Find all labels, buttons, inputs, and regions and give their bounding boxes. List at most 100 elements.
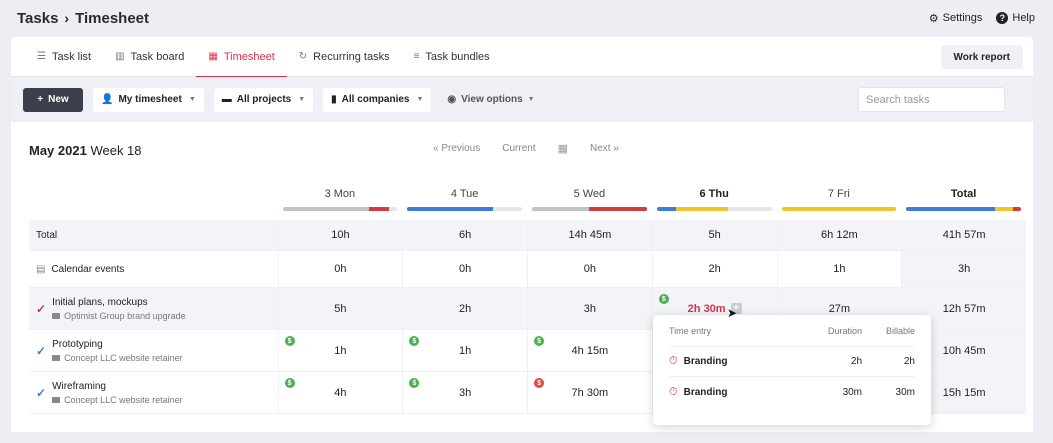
- all-projects-dropdown[interactable]: ▬ All projects ▼: [213, 87, 314, 112]
- column-label: 4 Tue: [450, 188, 479, 200]
- hours-value[interactable]: 2h 30m: [687, 302, 726, 315]
- hours-cell[interactable]: 27m: [776, 288, 902, 329]
- hours-cell[interactable]: 5h: [277, 288, 403, 329]
- hours-value: 1h: [459, 344, 472, 357]
- time-entry-duration: 2h: [850, 356, 863, 367]
- status-dot-icon: $: [534, 378, 545, 388]
- briefcase-icon: [52, 396, 61, 403]
- hours-cell[interactable]: $3h: [402, 372, 527, 413]
- time-entry-duration: 30m: [842, 386, 863, 398]
- hours-cell[interactable]: $4h 15m: [527, 330, 652, 371]
- header-row: 3 Mon 4 Tue 5 Wed 6 Thu 7 Fri Total: [29, 185, 1026, 220]
- task-title[interactable]: Prototyping: [52, 338, 103, 350]
- task-project: Concept LLC website retainer: [52, 395, 183, 405]
- week-title: May 2021 Week 18: [29, 143, 142, 158]
- hours-value: 4h: [334, 386, 347, 399]
- hours-cell[interactable]: [651, 372, 777, 413]
- tab-timesheet[interactable]: ▦ Timesheet: [196, 37, 288, 78]
- timesheet-panel: May 2021 Week 18 « Previous Current ▦ Ne…: [11, 122, 1033, 432]
- column-header: 6 Thu: [652, 185, 777, 220]
- column-label: 5 Wed: [573, 188, 606, 200]
- chevron-down-icon: ▼: [298, 96, 306, 103]
- building-icon: ▮: [331, 94, 337, 105]
- hours-cell[interactable]: $1h: [402, 330, 527, 371]
- new-button[interactable]: + New: [23, 87, 83, 112]
- next-week-button[interactable]: Next »: [590, 143, 619, 154]
- project-label[interactable]: Concept LLC website retainer: [64, 352, 183, 363]
- task-name-cell: ✓ Initial plans, mockups Optimist Group …: [29, 288, 278, 329]
- mouse-cursor-icon: ➤: [727, 306, 738, 320]
- time-entry-row[interactable]: ⏱ Branding 2h 2h: [669, 347, 915, 377]
- task-project: Optimist Group brand upgrade: [52, 311, 186, 321]
- breadcrumb-root[interactable]: Tasks: [17, 9, 59, 27]
- row-label: ▤ Calendar events: [29, 251, 278, 287]
- day-progress-bar: [532, 207, 647, 211]
- total-cell: 5h: [651, 220, 777, 250]
- view-options-dropdown[interactable]: ◉ View options ▼: [441, 88, 540, 112]
- project-label[interactable]: Concept LLC website retainer: [64, 394, 183, 405]
- status-dot-icon: $: [534, 336, 545, 346]
- column-label: 6 Thu: [699, 188, 729, 200]
- stopwatch-icon: ⏱: [669, 355, 678, 367]
- hours-cell-active[interactable]: $ 2h 30m +: [651, 288, 777, 329]
- tabs-bar: ☰ Task list ▥ Task board ▦ Timesheet ↻ R…: [11, 37, 1033, 78]
- add-time-icon[interactable]: +: [730, 303, 742, 314]
- task-name-cell: ✓ Wireframing Concept LLC website retain…: [29, 372, 278, 413]
- tab-task-list[interactable]: ☰ Task list: [25, 37, 103, 77]
- column-label: Total: [950, 188, 977, 200]
- time-entry-row[interactable]: ⏱ Branding 30m 30m: [669, 377, 915, 407]
- view-options-label: View options: [461, 94, 523, 105]
- toolbar: + New 👤 My timesheet ▼ ▬ All projects ▼ …: [11, 77, 1033, 122]
- total-progress-bar: [906, 207, 1021, 211]
- stopwatch-icon: ⏱: [669, 385, 678, 398]
- hours-cell[interactable]: 0h: [277, 251, 403, 287]
- tab-label: Timesheet: [223, 50, 275, 63]
- previous-week-button[interactable]: « Previous: [433, 143, 481, 154]
- column-header: 3 Mon: [278, 185, 403, 220]
- work-report-button[interactable]: Work report: [940, 45, 1023, 69]
- settings-link[interactable]: ⚙ Settings: [929, 12, 983, 25]
- hours-cell[interactable]: 2h: [651, 251, 777, 287]
- hours-cell[interactable]: 2h: [402, 288, 527, 329]
- tab-recurring-tasks[interactable]: ↻ Recurring tasks: [287, 37, 402, 77]
- task-title[interactable]: Initial plans, mockups: [52, 296, 148, 308]
- time-entry-billable: 2h: [903, 356, 915, 367]
- settings-label: Settings: [942, 12, 983, 24]
- task-row-wireframing: ✓ Wireframing Concept LLC website retain…: [29, 372, 1027, 414]
- week-navigation: « Previous Current ▦ Next »: [433, 142, 619, 155]
- tab-task-bundles[interactable]: ≡ Task bundles: [402, 37, 502, 77]
- time-entry-popover: Time entry Duration Billable ⏱ Branding 2…: [653, 315, 931, 425]
- popover-column-header: Duration: [827, 325, 863, 336]
- day-progress-bar: [407, 207, 522, 211]
- hours-value: 4h 15m: [571, 344, 609, 357]
- hours-cell[interactable]: $4h: [277, 372, 403, 413]
- task-title[interactable]: Wireframing: [52, 380, 106, 392]
- my-timesheet-label: My timesheet: [118, 94, 182, 105]
- hours-cell[interactable]: $1h: [277, 330, 403, 371]
- popover-column-header: Time entry: [669, 325, 712, 336]
- hours-cell[interactable]: [651, 330, 777, 371]
- check-icon: ✓: [36, 343, 47, 358]
- hours-cell[interactable]: 1h: [776, 251, 902, 287]
- calendar-icon[interactable]: ▦: [557, 143, 569, 155]
- breadcrumb: Tasks › Timesheet: [17, 10, 149, 27]
- top-bar: Tasks › Timesheet ⚙ Settings ? Help: [0, 0, 1053, 36]
- hours-cell[interactable]: 3h: [527, 288, 652, 329]
- help-link[interactable]: ? Help: [996, 12, 1035, 24]
- status-dot-icon: $: [658, 294, 669, 304]
- tab-task-board[interactable]: ▥ Task board: [103, 37, 196, 77]
- all-companies-dropdown[interactable]: ▮ All companies ▼: [323, 87, 432, 112]
- hours-cell[interactable]: $7h 30m: [527, 372, 652, 413]
- total-row: Total 10h 6h 14h 45m 5h 6h 12m 41h 57m: [29, 220, 1027, 251]
- briefcase-icon: ▬: [221, 94, 232, 105]
- hours-cell[interactable]: 0h: [527, 251, 652, 287]
- my-timesheet-dropdown[interactable]: 👤 My timesheet ▼: [93, 87, 204, 112]
- timesheet-icon: ▦: [208, 51, 218, 62]
- column-label: 3 Mon: [324, 188, 356, 200]
- current-week-button[interactable]: Current: [502, 143, 536, 154]
- search-input[interactable]: [858, 87, 1005, 112]
- page-title: Timesheet: [75, 9, 150, 27]
- hours-cell[interactable]: 0h: [402, 251, 527, 287]
- total-cell: 41h 57m: [901, 220, 1027, 250]
- project-label[interactable]: Optimist Group brand upgrade: [64, 310, 186, 321]
